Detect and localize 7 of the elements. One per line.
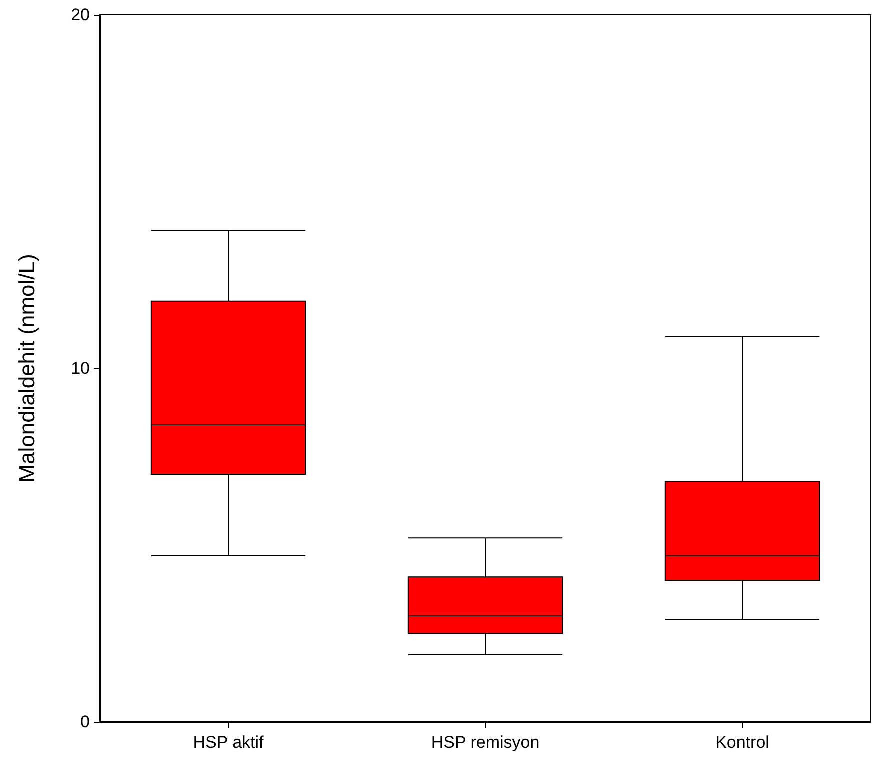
y-tick-label: 20 <box>71 6 90 24</box>
y-tick-label: 10 <box>71 359 90 378</box>
y-tick-label: 0 <box>80 712 90 732</box>
x-tick-label: HSP remisyon <box>431 733 540 752</box>
y-axis-title: Malondialdehit (nmol/L) <box>14 254 40 483</box>
x-tick-label: HSP aktif <box>193 733 264 752</box>
x-tick-label: Kontrol <box>716 733 770 752</box>
